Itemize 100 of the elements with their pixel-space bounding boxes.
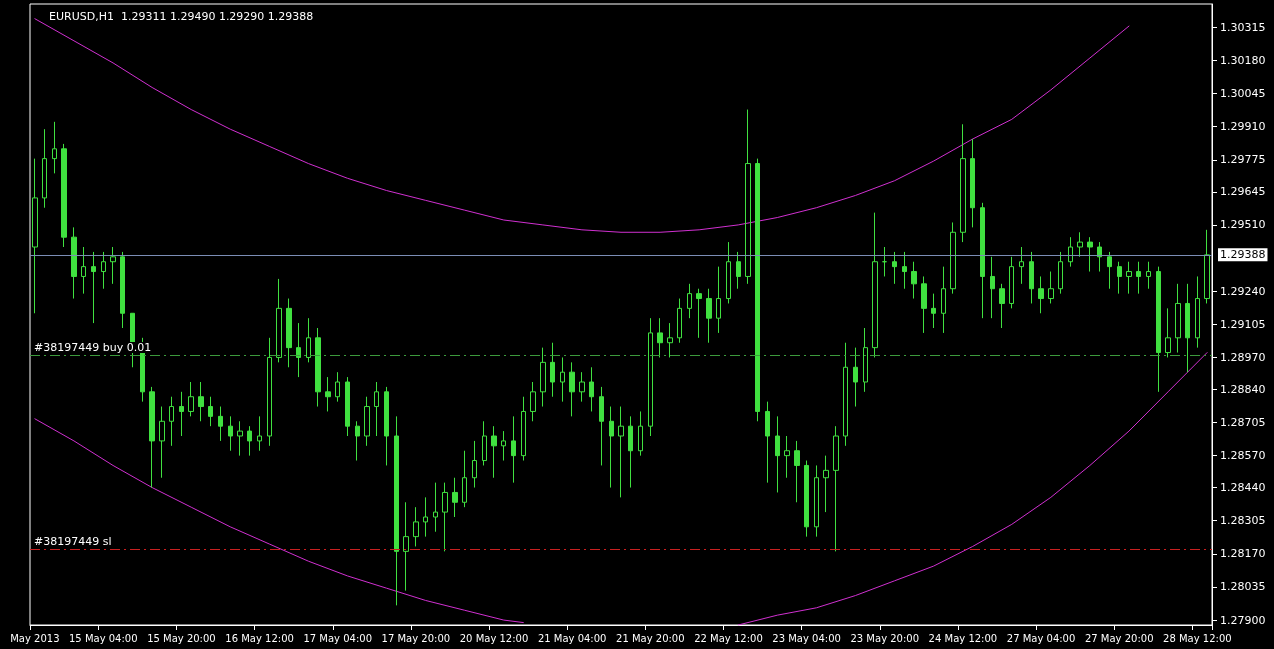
y-tick-label: 1.28035 [1220,580,1266,594]
y-tick-label: 1.30315 [1220,20,1266,34]
candlestick [853,347,858,408]
ref-line-label: #38197449 buy 0.01 [34,341,152,354]
y-tick-label: 1.28970 [1220,350,1266,364]
candlestick [462,450,467,508]
candlestick [638,410,643,457]
candlestick [970,138,975,228]
candlestick [1068,236,1073,268]
candlestick [1048,271,1054,304]
candlestick [521,396,526,462]
candlestick [716,266,721,334]
text: EURUSD,H1 1.29311 1.29490 1.29290 1.29388 [49,10,314,23]
candlestick [374,381,379,437]
candlestick [1058,251,1063,295]
y-tick-label: 1.28440 [1220,481,1266,495]
candlestick [1038,275,1044,314]
candlestick [472,440,477,489]
candlestick [1097,241,1102,273]
candlestick [814,464,819,538]
candlestick [745,109,751,285]
x-tick-label: 27 May 04:00 [1006,632,1076,644]
x-tick-label: 20 May 12:00 [459,632,529,644]
candlestick [892,251,897,285]
candlestick [1077,231,1083,258]
candlestick [442,482,448,552]
candlestick [1204,229,1210,304]
candlestick [931,293,936,329]
candlestick [765,401,770,484]
candlestick [999,283,1005,329]
x-tick-label: 21 May 20:00 [616,632,685,644]
y-tick-label: 1.28840 [1220,382,1266,396]
candlestick [579,371,585,403]
candlestick [81,246,86,295]
candlestick [315,327,321,408]
x-tick-label: 28 May 12:00 [1163,632,1232,644]
line-series [737,352,1208,626]
candlestick [482,420,487,466]
candlestick [149,386,155,489]
candlestick [1087,236,1093,273]
candlestick [1117,261,1122,295]
candlestick [257,415,262,452]
candlestick [286,298,292,368]
y-tick-label: 1.29910 [1220,120,1266,134]
candlestick [179,391,184,437]
y-tick-label: 1.29510 [1220,218,1266,232]
candlestick [628,415,633,489]
candlestick [687,283,692,319]
candlestick [726,241,731,304]
candlestick [364,396,370,447]
candlestick [1185,283,1190,373]
x-tick-label: 23 May 04:00 [772,632,841,644]
candlestick [1126,261,1132,295]
candlestick [101,251,106,290]
candlestick [833,425,839,552]
candlestick [550,342,555,398]
candlestick [882,246,887,277]
candlestick [423,496,428,538]
candlestick [804,460,809,538]
candlestick [237,420,243,457]
candlestick [198,381,204,422]
x-tick-label: 15 May 04:00 [68,632,138,644]
candlestick [1175,283,1181,354]
candlestick [71,226,77,300]
candlestick [648,317,653,437]
candlestick [511,415,516,484]
candlestick [325,376,331,412]
y-tick-label: 1.28305 [1220,514,1266,528]
candlestick [1165,307,1171,358]
candlestick [335,371,340,403]
candlestick [696,288,702,339]
y-tick-label: 1.30180 [1220,53,1266,67]
x-tick-label: 17 May 20:00 [381,632,451,644]
x-tick-label: 27 May 20:00 [1084,632,1154,644]
candlestick [657,317,663,358]
ref-line-label: #38197449 sl [34,534,112,548]
candlestick [1156,266,1161,393]
candlestick [1195,275,1200,349]
candlestick [1107,251,1112,290]
candlestick [159,406,165,479]
candlestick [609,406,614,489]
candlestick [169,396,174,447]
x-tick-label: 23 May 20:00 [850,632,920,644]
y-tick-label: 1.29240 [1220,284,1266,298]
candlestick [403,501,409,592]
candlestick [452,477,458,518]
candlestick [941,266,946,334]
candlestick [501,430,506,462]
candlestick [218,406,223,442]
x-tick-label: May 2013 [10,632,60,644]
candlestick [540,347,546,408]
candlestick [1146,261,1151,290]
line-series [34,418,524,624]
candlestick [736,251,741,290]
candlestick [276,278,282,363]
y-tick-label: 1.28170 [1220,547,1266,561]
x-tick-label: 17 May 04:00 [303,632,372,644]
y-tick-label: 1.27900 [1220,613,1266,627]
candlestick [394,415,399,606]
candlestick [706,288,712,344]
